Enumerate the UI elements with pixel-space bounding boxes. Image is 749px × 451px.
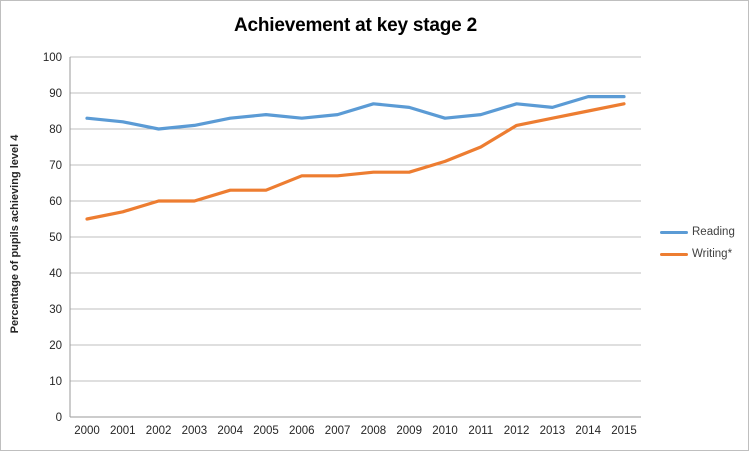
series-line-writing bbox=[85, 102, 626, 221]
x-tick-label: 2011 bbox=[468, 425, 493, 437]
x-tick-label: 2005 bbox=[253, 425, 279, 437]
y-tick-label: 20 bbox=[49, 340, 62, 352]
y-tick-label: 90 bbox=[49, 88, 62, 100]
legend-item-reading: Reading bbox=[660, 226, 735, 238]
y-tick-label: 40 bbox=[49, 268, 62, 280]
reading-line-swatch-icon bbox=[660, 230, 688, 234]
x-tick-label: 2006 bbox=[289, 425, 315, 437]
legend-label-reading: Reading bbox=[692, 226, 735, 238]
y-tick-label: 100 bbox=[43, 52, 62, 64]
x-tick-label: 2008 bbox=[361, 425, 387, 437]
x-tick-label: 2003 bbox=[182, 425, 208, 437]
y-tick-label: 50 bbox=[49, 232, 62, 244]
y-tick-label: 30 bbox=[49, 304, 62, 316]
series-line-reading bbox=[85, 94, 626, 131]
y-tick-label: 80 bbox=[49, 124, 62, 136]
y-tick-label: 0 bbox=[56, 412, 62, 424]
legend-item-writing: Writing* bbox=[660, 248, 735, 260]
x-tick-label: 2010 bbox=[432, 425, 458, 437]
x-tick-label: 2007 bbox=[325, 425, 351, 437]
x-tick-label: 2014 bbox=[575, 425, 601, 437]
x-tick-label: 2002 bbox=[146, 425, 172, 437]
legend: Reading Writing* bbox=[660, 226, 735, 260]
x-tick-label: 2015 bbox=[611, 425, 637, 437]
y-tick-label: 10 bbox=[49, 376, 62, 388]
legend-label-writing: Writing* bbox=[692, 248, 733, 260]
x-tick-label: 2012 bbox=[504, 425, 530, 437]
chart-title: Achievement at key stage 2 bbox=[234, 15, 477, 36]
y-tick-label: 70 bbox=[49, 160, 62, 172]
x-tick-label: 2000 bbox=[74, 425, 100, 437]
writing-line-swatch-icon bbox=[660, 252, 688, 256]
x-tick-label: 2013 bbox=[540, 425, 566, 437]
x-tick-label: 2001 bbox=[110, 425, 136, 437]
x-tick-label: 2004 bbox=[217, 425, 243, 437]
x-tick-label: 2009 bbox=[396, 425, 422, 437]
y-tick-label: 60 bbox=[49, 196, 62, 208]
